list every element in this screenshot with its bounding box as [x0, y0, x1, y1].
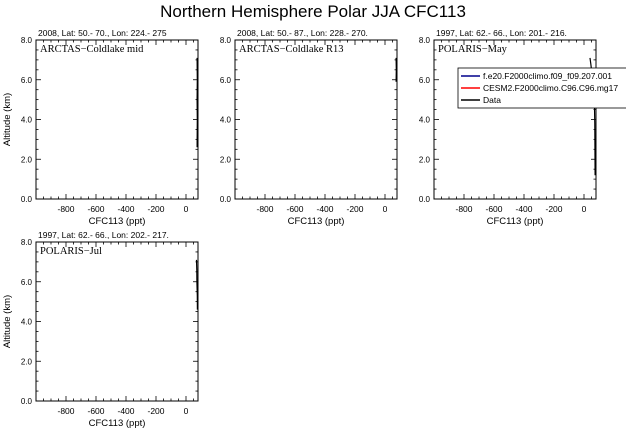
x-tick-label: 0: [184, 406, 189, 416]
x-tick-label: -200: [147, 406, 164, 416]
y-tick-label: 2.0: [21, 155, 33, 164]
y-tick-label: 6.0: [419, 76, 431, 85]
panel-subtitle: 2008, Lat: 50.- 70., Lon: 224.- 275: [38, 28, 167, 38]
x-tick-label: -400: [117, 406, 134, 416]
x-tick-label: 0: [383, 204, 388, 214]
x-tick-label: -600: [485, 204, 502, 214]
x-tick-label: -600: [87, 406, 104, 416]
y-axis-label: Altitude (km): [2, 93, 13, 146]
x-axis-label: CFC113 (ppt): [89, 216, 146, 227]
y-tick-label: 8.0: [21, 238, 33, 247]
y-tick-label: 4.0: [21, 318, 33, 327]
y-tick-label: 0.0: [220, 195, 232, 204]
panel-1: 2008, Lat: 50.- 70., Lon: 224.- 275 ARCTA…: [2, 28, 199, 227]
x-tick-label: -200: [147, 204, 164, 214]
y-tick-label: 8.0: [220, 36, 232, 45]
y-tick-label: 8.0: [419, 36, 431, 45]
panel-label: ARCTAS−Coldlake mid: [40, 44, 144, 55]
legend-entry-label: f.e20.F2000climo.f09_f09.207.001: [483, 71, 612, 81]
y-axis-label: Altitude (km): [2, 295, 13, 348]
data-series-line: [195, 259, 198, 310]
y-tick-label: 6.0: [220, 76, 232, 85]
y-tick-label: 6.0: [21, 76, 33, 85]
panel-subtitle: 1997, Lat: 62.- 66., Lon: 202.- 217.: [38, 230, 169, 240]
y-tick-label: 2.0: [419, 155, 431, 164]
y-tick-label: 2.0: [220, 155, 232, 164]
y-tick-label: 4.0: [419, 116, 431, 125]
legend-entry-label: CESM2.F2000climo.C96.C96.mg17: [483, 83, 618, 93]
y-tick-label: 8.0: [21, 36, 33, 45]
panel-2: 2008, Lat: 50.- 87., Lon: 228.- 270. ARCT…: [220, 28, 398, 227]
x-tick-label: 0: [184, 204, 189, 214]
panel-label: POLARIS−May: [438, 44, 508, 55]
x-axis-label: CFC113 (ppt): [89, 418, 146, 429]
plot-frame: [234, 39, 398, 200]
y-tick-label: 0.0: [21, 397, 33, 406]
x-tick-label: -600: [87, 204, 104, 214]
x-tick-label: -800: [455, 204, 472, 214]
panel-4: 1997, Lat: 62.- 66., Lon: 202.- 217. POLA…: [2, 230, 199, 429]
x-tick-label: -200: [545, 204, 562, 214]
legend: f.e20.F2000climo.f09_f09.207.001 CESM2.F2…: [457, 67, 626, 109]
plot-frame: [35, 39, 199, 200]
plot-frame: [433, 39, 597, 200]
x-tick-label: -800: [57, 406, 74, 416]
y-tick-label: 0.0: [419, 195, 431, 204]
x-tick-label: -400: [515, 204, 532, 214]
x-tick-label: -400: [117, 204, 134, 214]
plot-frame: [35, 241, 199, 402]
y-tick-label: 0.0: [21, 195, 33, 204]
y-tick-label: 2.0: [21, 357, 33, 366]
panel-subtitle: 2008, Lat: 50.- 87., Lon: 228.- 270.: [237, 28, 368, 38]
y-tick-label: 6.0: [21, 278, 33, 287]
x-tick-label: -600: [286, 204, 303, 214]
panel-label: ARCTAS−Coldlake R13: [239, 44, 344, 55]
legend-box: [457, 67, 626, 109]
x-axis-label: CFC113 (ppt): [288, 216, 345, 227]
legend-entry-label: Data: [483, 95, 501, 105]
x-tick-label: -800: [256, 204, 273, 214]
x-tick-label: -400: [316, 204, 333, 214]
x-tick-label: -800: [57, 204, 74, 214]
figure-title: Northern Hemisphere Polar JJA CFC113: [160, 2, 466, 21]
x-tick-label: 0: [582, 204, 587, 214]
y-tick-label: 4.0: [220, 116, 232, 125]
x-tick-label: -200: [346, 204, 363, 214]
panel-label: POLARIS−Jul: [40, 246, 102, 257]
panel-3: 1997, Lat: 62.- 66., Lon: 201.- 216. POLA…: [419, 28, 626, 227]
y-tick-label: 4.0: [21, 116, 33, 125]
panel-subtitle: 1997, Lat: 62.- 66., Lon: 201.- 216.: [436, 28, 567, 38]
x-axis-label: CFC113 (ppt): [487, 216, 544, 227]
